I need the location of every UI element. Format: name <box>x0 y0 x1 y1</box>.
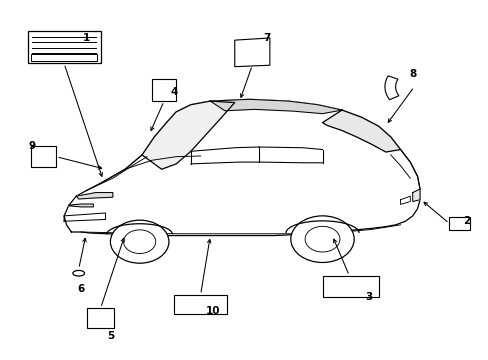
Text: 6: 6 <box>78 284 84 294</box>
Bar <box>448 217 469 230</box>
Text: 8: 8 <box>408 69 415 79</box>
Polygon shape <box>234 38 269 67</box>
Text: 9: 9 <box>29 141 36 151</box>
Polygon shape <box>384 76 398 100</box>
Text: 3: 3 <box>365 292 372 302</box>
Polygon shape <box>210 99 341 114</box>
Text: 5: 5 <box>106 331 114 341</box>
Polygon shape <box>69 204 93 207</box>
Text: 7: 7 <box>262 33 269 43</box>
Bar <box>322 276 378 297</box>
Bar <box>27 31 101 63</box>
Bar <box>173 295 227 315</box>
Polygon shape <box>64 99 419 235</box>
Circle shape <box>290 216 353 262</box>
Bar <box>31 146 56 167</box>
Text: 1: 1 <box>82 33 89 43</box>
Polygon shape <box>412 189 419 202</box>
Polygon shape <box>322 110 400 152</box>
Polygon shape <box>142 101 234 169</box>
Text: 10: 10 <box>205 306 220 316</box>
Circle shape <box>110 220 168 263</box>
Bar <box>152 79 176 101</box>
Text: 2: 2 <box>462 216 469 226</box>
Bar <box>87 308 114 328</box>
Bar <box>31 54 97 61</box>
Text: 4: 4 <box>170 87 177 97</box>
Polygon shape <box>76 193 113 199</box>
